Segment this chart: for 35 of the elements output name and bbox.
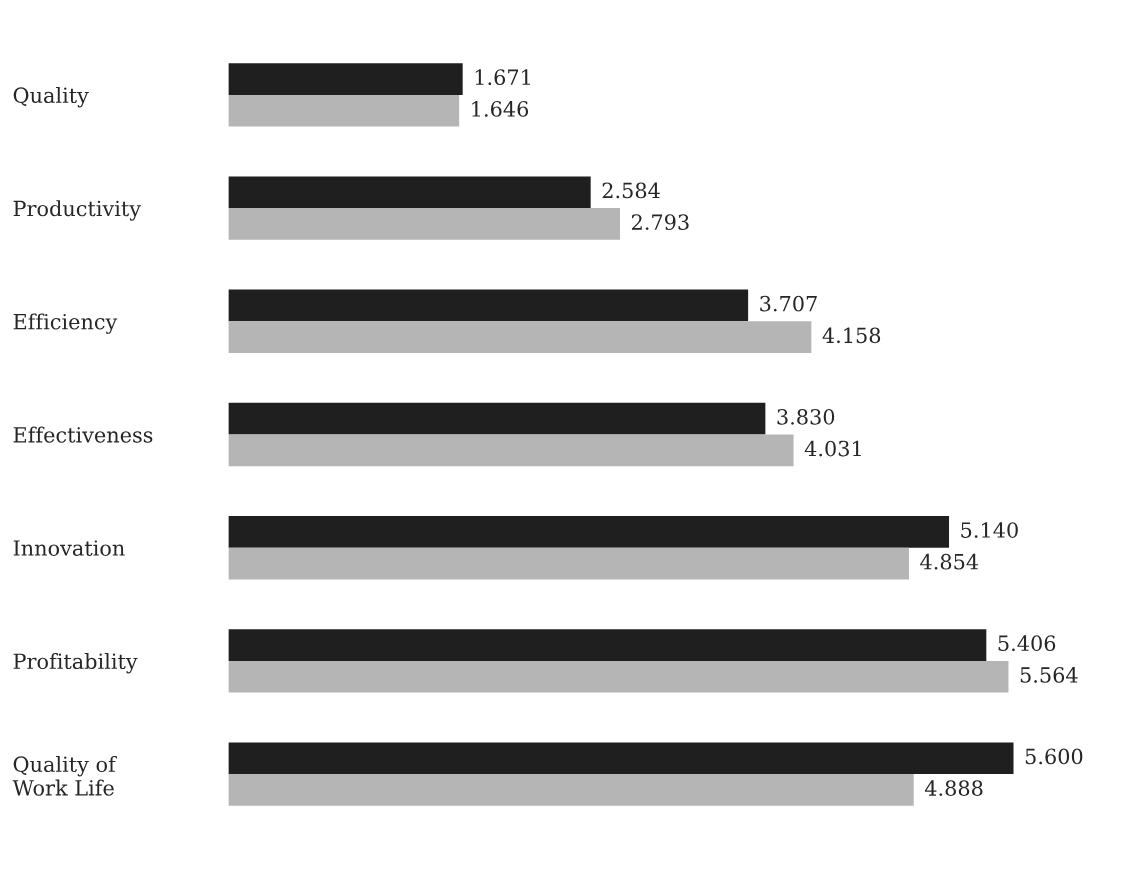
bar [228, 321, 812, 353]
bar [228, 63, 463, 95]
bar [228, 434, 794, 467]
bar [228, 402, 766, 435]
bar [228, 94, 460, 127]
bar [228, 208, 620, 240]
bar [228, 289, 749, 322]
bar [228, 774, 914, 806]
y-tick-label: Quality [13, 86, 89, 108]
data-label: 3.707 [760, 295, 817, 312]
bar [228, 629, 987, 661]
bar [228, 516, 950, 548]
data-label: 1.671 [475, 69, 530, 86]
bar [228, 176, 591, 209]
data-label: 2.584 [602, 182, 660, 199]
y-tick-label: Innovation [13, 540, 125, 556]
bar [228, 547, 909, 580]
bar [228, 742, 1014, 775]
data-label: 5.564 [1020, 667, 1078, 683]
y-tick-label: Efficiency [13, 313, 118, 334]
data-label: 4.854 [920, 553, 979, 570]
data-label: 5.600 [1025, 748, 1083, 765]
data-label: 1.646 [472, 101, 529, 117]
bar [228, 660, 1009, 693]
data-label: 4.031 [804, 440, 861, 457]
data-label: 4.158 [822, 327, 881, 344]
y-tick-label: Effectiveness [13, 426, 153, 443]
data-label: 2.793 [631, 214, 689, 230]
y-tick-label: Quality of Work Life [12, 755, 118, 796]
data-label: 3.830 [777, 408, 835, 425]
y-tick-label: Productivity [13, 200, 141, 221]
y-tick-label: Profitability [13, 652, 138, 674]
data-label: 5.140 [961, 522, 1018, 538]
data-label: 4.888 [924, 780, 983, 796]
data-label: 5.406 [998, 635, 1056, 652]
